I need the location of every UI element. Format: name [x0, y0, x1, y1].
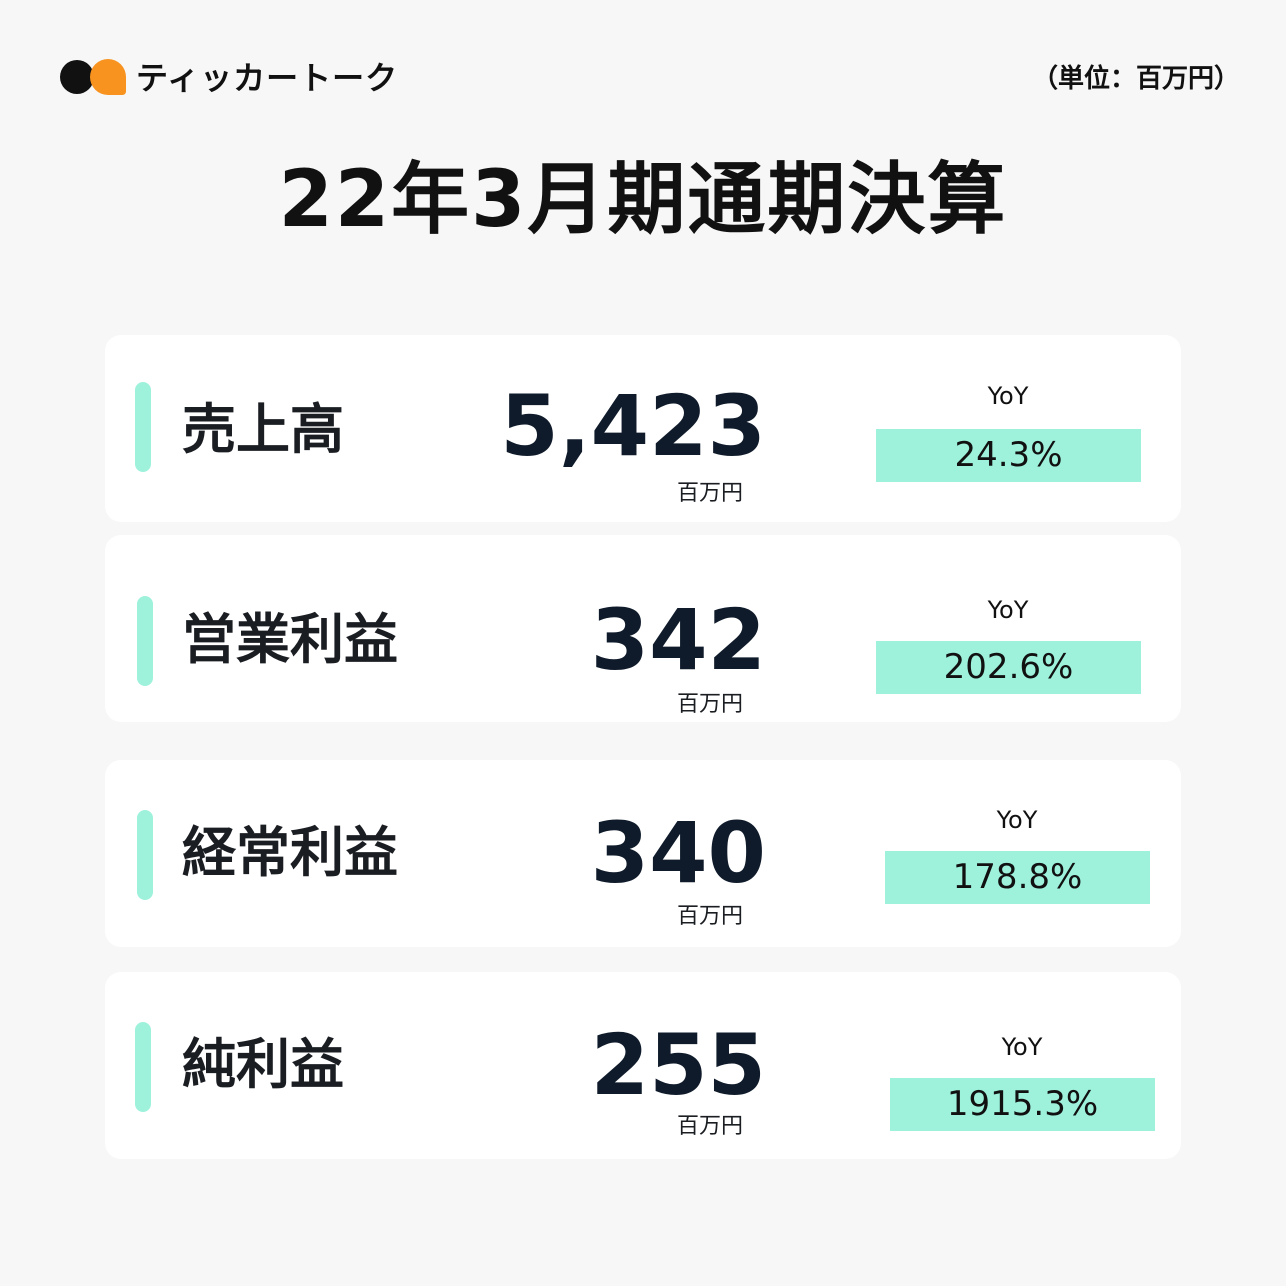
metric-value: 342 — [590, 591, 766, 689]
metric-value: 5,423 — [500, 377, 766, 475]
logo-orange-bubble — [90, 59, 126, 95]
metric-value: 255 — [590, 1016, 766, 1114]
yoy-label: YoY — [987, 596, 1029, 624]
unit-note: （単位：百万円） — [1031, 64, 1240, 94]
metric-label: 純利益 — [182, 1033, 344, 1096]
logo-black-dot — [60, 60, 94, 94]
yoy-value: 178.8% — [885, 851, 1150, 904]
metric-unit: 百万円 — [677, 692, 744, 717]
yoy-label: YoY — [1001, 1033, 1043, 1061]
logo-mark-icon — [60, 56, 126, 96]
metric-unit: 百万円 — [677, 481, 744, 506]
brand-name: ティッカートーク — [136, 59, 399, 97]
metric-label: 経常利益 — [182, 821, 398, 884]
metric-unit: 百万円 — [677, 904, 744, 929]
yoy-value: 202.6% — [876, 641, 1141, 694]
accent-bar — [135, 1022, 151, 1112]
metric-card-net-income: 純利益 255 百万円 YoY 1915.3% — [105, 972, 1181, 1159]
accent-bar — [137, 810, 153, 900]
accent-bar — [135, 382, 151, 472]
metric-label: 営業利益 — [182, 608, 398, 671]
yoy-label: YoY — [996, 806, 1038, 834]
accent-bar — [137, 596, 153, 686]
page-title: 22年3月期通期決算 — [278, 155, 1008, 245]
metric-value: 340 — [590, 804, 766, 902]
brand-logo: ティッカートーク — [60, 56, 399, 97]
metric-card-ordinary-income: 経常利益 340 百万円 YoY 178.8% — [105, 760, 1181, 947]
metric-card-operating-income: 営業利益 342 百万円 YoY 202.6% — [105, 535, 1181, 722]
metric-unit: 百万円 — [677, 1114, 744, 1139]
yoy-label: YoY — [987, 382, 1029, 410]
metric-label: 売上高 — [182, 398, 344, 461]
metric-card-revenue: 売上高 5,423 百万円 YoY 24.3% — [105, 335, 1181, 522]
yoy-value: 24.3% — [876, 429, 1141, 482]
yoy-value: 1915.3% — [890, 1078, 1155, 1131]
